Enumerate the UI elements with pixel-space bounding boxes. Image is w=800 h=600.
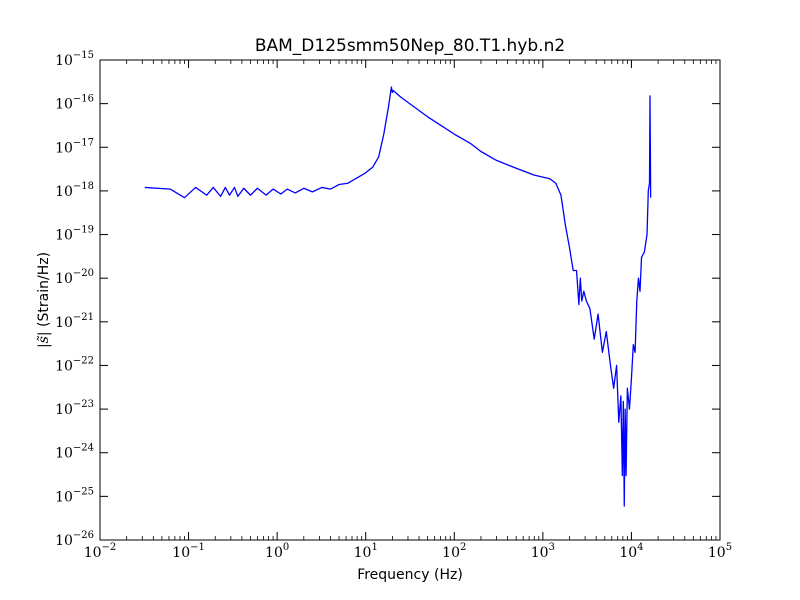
- y-tick-label: 10−24: [55, 443, 94, 462]
- x-tick-label: 101: [354, 542, 378, 561]
- y-tick-label: 10−23: [55, 399, 94, 418]
- y-axis-label-text: (Strain/Hz): [36, 252, 52, 331]
- y-ticks: 10−26 10−25 10−24 10−23 10−22 10−21 10−20 10−19…: [55, 50, 720, 549]
- y-tick-label: 10−16: [55, 94, 94, 113]
- y-tick-label: 10−19: [55, 225, 94, 244]
- x-tick-label: 104: [619, 542, 643, 561]
- y-tick-label: 10−22: [55, 355, 94, 374]
- y-axis-label: |s̃| (Strain/Hz): [36, 252, 52, 348]
- x-tick-label: 103: [531, 542, 555, 561]
- y-tick-label: 10−26: [55, 530, 94, 549]
- x-tick-label: 100: [265, 542, 289, 561]
- y-tick-label: 10−17: [55, 137, 94, 156]
- x-tick-label: 10−1: [172, 542, 205, 561]
- data-layer: [144, 86, 652, 507]
- x-tick-label: 102: [442, 542, 466, 561]
- series-line-0: [144, 86, 652, 507]
- y-tick-label: 10−15: [55, 50, 94, 69]
- y-tick-label: 10−20: [55, 268, 94, 287]
- y-axis-label-math: |s̃|: [36, 331, 52, 348]
- x-tick-label: 10−2: [84, 542, 117, 561]
- y-tick-label: 10−18: [55, 181, 94, 200]
- x-axis-label: Frequency (Hz): [357, 567, 463, 583]
- chart-title: BAM_D125smm50Nep_80.T1.hyb.n2: [255, 36, 565, 56]
- plot-frame: [99, 59, 721, 541]
- x-tick-label: 105: [708, 542, 732, 561]
- y-tick-label: 10−25: [55, 486, 94, 505]
- x-ticks: 10−2 10−1 100 101 102 103 104 105: [84, 60, 732, 561]
- y-tick-label: 10−21: [55, 312, 94, 331]
